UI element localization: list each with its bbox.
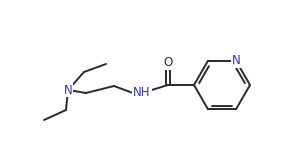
Text: NH: NH xyxy=(133,86,151,100)
Text: N: N xyxy=(232,54,240,67)
Text: O: O xyxy=(163,57,173,69)
Text: N: N xyxy=(64,84,72,97)
